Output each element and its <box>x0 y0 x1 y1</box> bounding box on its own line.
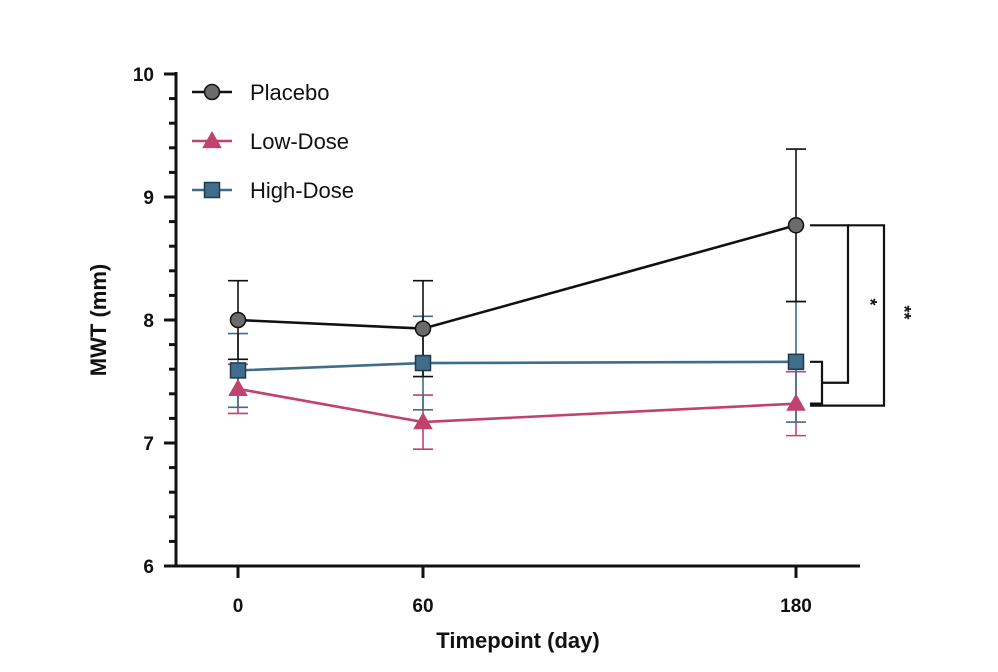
legend-marker <box>202 130 222 149</box>
series-placebo-line <box>237 224 797 330</box>
data-point <box>228 378 248 397</box>
bracket-double-star <box>810 224 886 407</box>
significance-label-1: * <box>860 299 880 306</box>
series-high-dose-line <box>237 360 797 372</box>
axes: 6 7 8 9 10 0 60 180 Timepoint (day) MWT (mm) <box>86 65 860 653</box>
x-axis-title: Timepoint (day) <box>436 628 599 653</box>
y-tick-label: 7 <box>143 434 154 455</box>
y-tick-label: 10 <box>133 65 154 86</box>
data-point <box>229 362 247 379</box>
data-point <box>786 393 806 411</box>
data-point <box>229 311 247 329</box>
legend: Placebo Low-Dose High-Dose <box>192 80 354 203</box>
significance-label-2: ** <box>894 305 914 319</box>
legend-marker <box>203 83 221 101</box>
data-point <box>414 320 432 337</box>
legend-entry-high-dose: High-Dose <box>192 178 354 203</box>
y-axis-title: MWT (mm) <box>86 264 111 376</box>
x-tick-label: 180 <box>780 596 812 617</box>
data-point <box>413 412 433 430</box>
data-point <box>787 353 805 371</box>
legend-label: Placebo <box>250 80 330 105</box>
bracket-single-star <box>810 224 850 384</box>
series-low-dose-points <box>228 378 806 430</box>
legend-entry-placebo: Placebo <box>192 80 330 105</box>
y-tick-label: 6 <box>143 557 154 578</box>
data-point <box>787 217 805 234</box>
x-tick-label: 0 <box>233 596 244 617</box>
legend-label: Low-Dose <box>250 129 349 154</box>
series-high-dose-points <box>229 353 805 379</box>
legend-marker <box>203 181 221 199</box>
bracket-doses <box>810 360 824 405</box>
series-placebo-points <box>229 217 805 337</box>
legend-entry-low-dose: Low-Dose <box>192 129 349 154</box>
series-layer <box>228 148 806 450</box>
significance-brackets: *** <box>810 224 914 407</box>
y-tick-label: 8 <box>143 311 154 332</box>
series-low-dose-line <box>237 387 797 424</box>
y-tick-label: 9 <box>143 188 154 209</box>
x-tick-label: 60 <box>412 596 433 617</box>
data-point <box>414 354 432 372</box>
legend-label: High-Dose <box>250 178 354 203</box>
